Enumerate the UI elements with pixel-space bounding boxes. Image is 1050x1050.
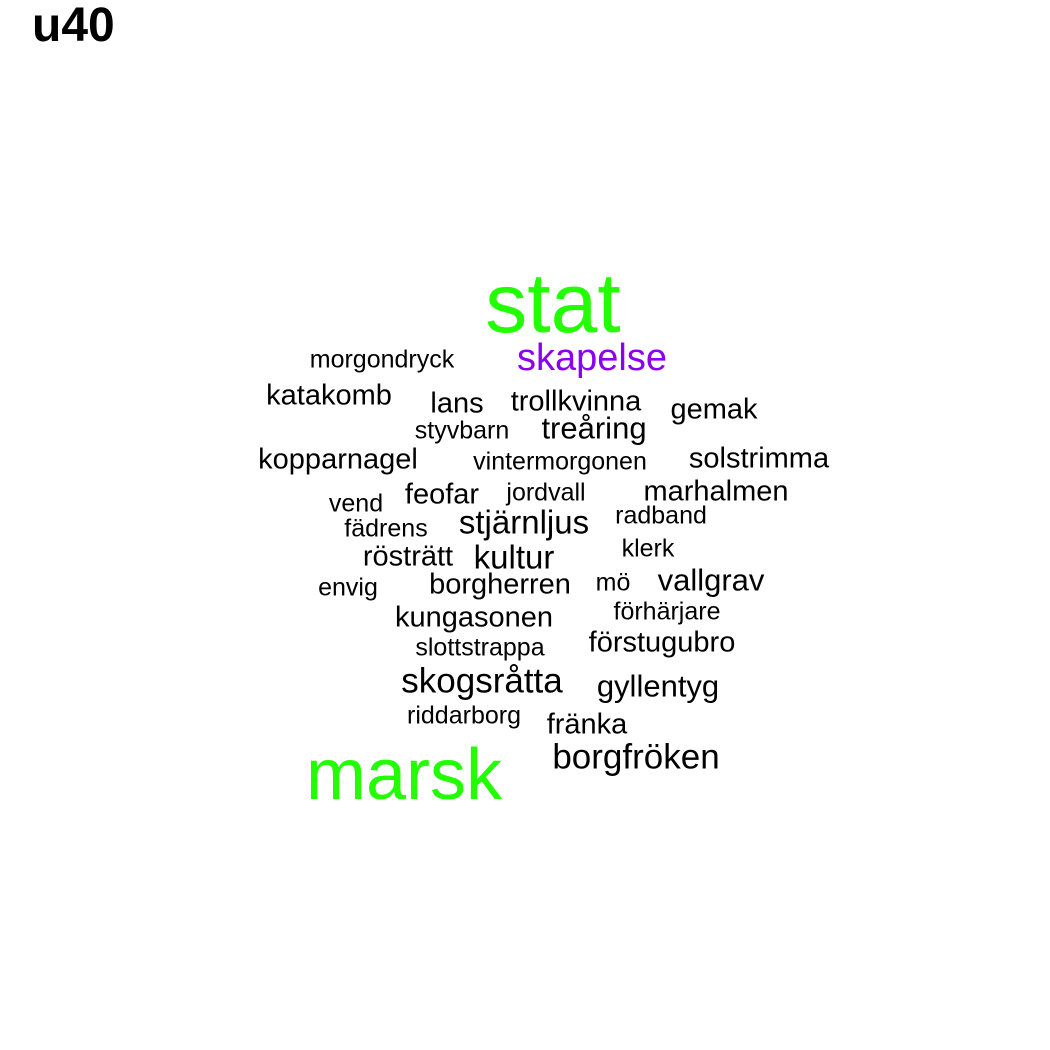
word-vallgrav: vallgrav — [657, 562, 765, 598]
word-marsk: marsk — [306, 735, 502, 815]
word-styvbarn: styvbarn — [414, 416, 510, 445]
cloud-title: u40 — [32, 0, 115, 52]
word-forharjare: förhärjare — [613, 597, 721, 626]
word-borgherren: borgherren — [429, 568, 571, 601]
word-skogsratta: skogsråtta — [401, 661, 563, 701]
word-riddarborg: riddarborg — [407, 701, 521, 730]
word-forstugubro: förstugubro — [588, 626, 736, 659]
word-kopparnagel: kopparnagel — [258, 443, 418, 476]
word-envig: envig — [318, 573, 378, 602]
word-marhalmen: marhalmen — [643, 475, 789, 508]
word-slottstrappa: slottstrappa — [415, 633, 545, 662]
word-gemak: gemak — [670, 393, 758, 426]
word-gyllentyg: gyllentyg — [596, 668, 720, 704]
word-trollkvinna: trollkvinna — [510, 385, 642, 418]
word-morgondryck: morgondryck — [309, 345, 455, 374]
word-kultur: kultur — [473, 538, 555, 576]
word-kungasonen: kungasonen — [394, 601, 554, 634]
word-solstrimma: solstrimma — [688, 442, 830, 475]
word-stjarnljus: stjärnljus — [458, 503, 590, 541]
word-rostratt: rösträtt — [362, 540, 454, 573]
word-jordvall: jordvall — [506, 478, 586, 507]
word-klerk: klerk — [621, 534, 675, 563]
word-katakomb: katakomb — [266, 379, 392, 412]
word-fadrens: fädrens — [344, 514, 428, 543]
word-franka: fränka — [546, 708, 628, 741]
word-skapelse: skapelse — [517, 337, 667, 379]
word-mo: mö — [595, 568, 631, 597]
word-vend: vend — [328, 489, 384, 518]
word-stat: stat — [485, 256, 621, 350]
word-radband: radband — [615, 501, 707, 530]
word-trearing: treåring — [541, 410, 647, 446]
word-lans: lans — [430, 387, 484, 420]
word-feofar: feofar — [404, 478, 480, 511]
word-vintermorgonen: vintermorgonen — [473, 447, 647, 476]
word-borgfroken: borgfröken — [552, 737, 720, 777]
